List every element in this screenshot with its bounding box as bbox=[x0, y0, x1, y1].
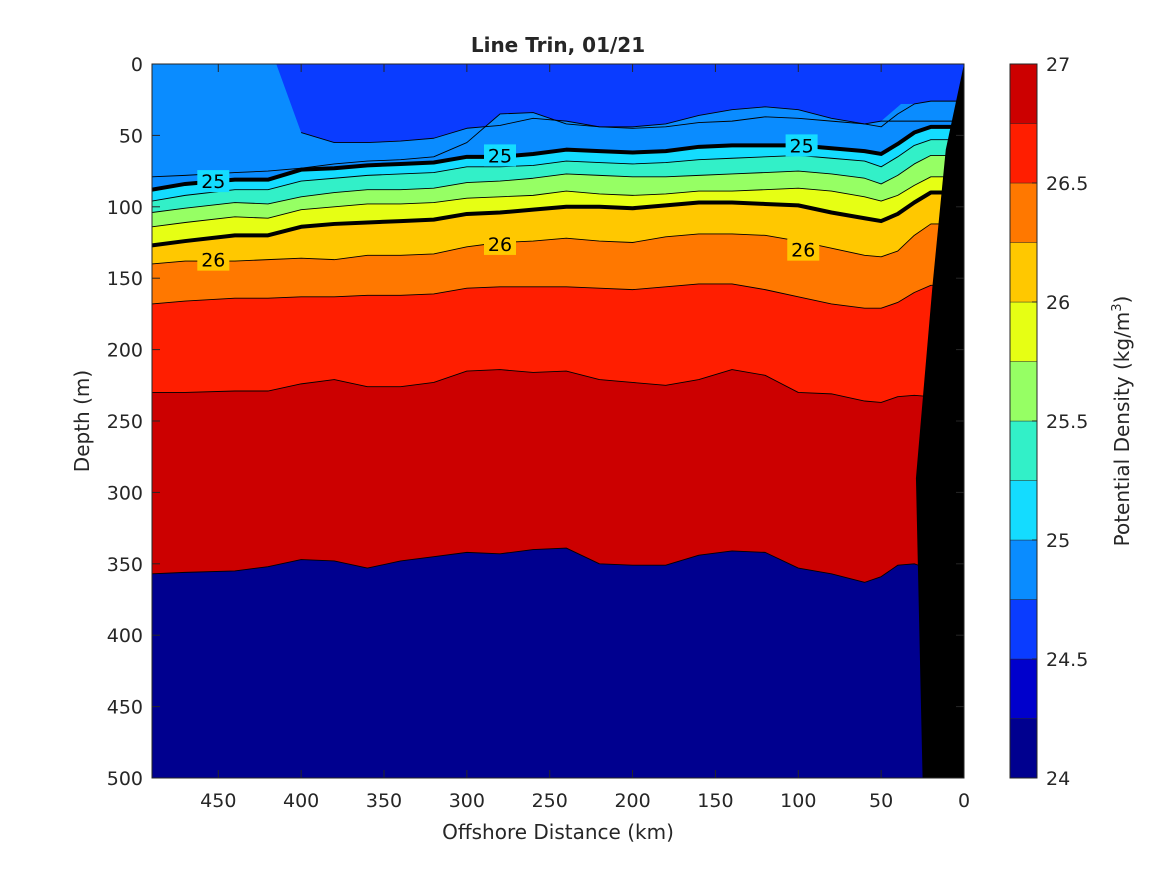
contour-label-25: 25 bbox=[790, 135, 814, 157]
colorbar-tick-label: 26 bbox=[1046, 292, 1070, 314]
contour-label-bg-0 bbox=[197, 170, 230, 193]
isoline-26.5 bbox=[152, 283, 964, 309]
y-tick-label: 50 bbox=[119, 125, 143, 147]
colorbar-tick-label: 27 bbox=[1046, 54, 1070, 76]
colorbar-tick-label: 24 bbox=[1046, 768, 1070, 790]
colorbar-swatch-2 bbox=[1009, 599, 1038, 660]
contour-label-26: 26 bbox=[488, 234, 512, 256]
colorbar-tick-label: 25.5 bbox=[1046, 411, 1088, 433]
seafloor-wedge bbox=[915, 64, 964, 778]
colorbar-label-main: Potential Density (kg/m bbox=[1110, 312, 1134, 547]
x-tick-label: 400 bbox=[283, 790, 319, 812]
isoline-26 bbox=[152, 190, 964, 248]
colorbar-swatch-9 bbox=[1009, 182, 1038, 243]
y-tick-label: 350 bbox=[107, 554, 143, 576]
y-tick-label: 450 bbox=[107, 697, 143, 719]
x-tick-label: 100 bbox=[780, 790, 816, 812]
x-tick-label: 350 bbox=[366, 790, 402, 812]
x-tick-label: 300 bbox=[449, 790, 485, 812]
y-tick-label: 150 bbox=[107, 268, 143, 290]
colorbar: 24 24.5 25 25.5 26 26.5 27 Potential Density (… bbox=[1009, 54, 1134, 790]
x-tick-label: 0 bbox=[958, 790, 970, 812]
contour-label-25: 25 bbox=[488, 145, 512, 167]
isoline-24.75 bbox=[152, 100, 964, 178]
colorbar-swatch-1 bbox=[1009, 658, 1038, 719]
colorbar-swatch-4 bbox=[1009, 480, 1038, 541]
y-tick-label: 0 bbox=[131, 54, 143, 76]
isoline-26.25 bbox=[152, 223, 964, 265]
colorbar-label: Potential Density (kg/m3) bbox=[1110, 296, 1134, 547]
bathymetry-seafloor bbox=[915, 64, 964, 778]
fill-band-24.5-24.75 bbox=[276, 64, 964, 143]
density-isolines bbox=[152, 100, 964, 583]
y-tick-label: 400 bbox=[107, 625, 143, 647]
x-tick-label: 200 bbox=[614, 790, 650, 812]
contour-label-26: 26 bbox=[791, 240, 815, 262]
colorbar-swatch-11 bbox=[1009, 63, 1038, 124]
contour-labels: 25 25 25 26 26 26 bbox=[197, 134, 820, 272]
colorbar-label-end: ) bbox=[1110, 296, 1134, 304]
colorbar-tick-label: 24.5 bbox=[1046, 649, 1088, 671]
colorbar-ticks: 24 24.5 25 25.5 26 26.5 27 bbox=[1032, 54, 1088, 790]
colorbar-swatch-0 bbox=[1009, 718, 1038, 779]
x-tick-label: 250 bbox=[532, 790, 568, 812]
contour-label-bg-2 bbox=[785, 134, 818, 157]
isoline-24.5 bbox=[301, 116, 964, 143]
contour-label-bg-1 bbox=[484, 144, 516, 167]
y-tick-label: 100 bbox=[107, 197, 143, 219]
contour-label-bg-3 bbox=[197, 248, 230, 271]
colorbar-tick-label: 26.5 bbox=[1046, 173, 1088, 195]
colorbar-swatch-8 bbox=[1009, 242, 1038, 303]
x-axis-label: Offshore Distance (km) bbox=[442, 820, 674, 844]
isoline-25.5 bbox=[152, 154, 964, 213]
isoline-27 bbox=[152, 547, 964, 583]
y-axis-ticks: 0 50 100 150 200 250 300 350 400 450 500 bbox=[107, 54, 964, 790]
fill-band-above-27 bbox=[152, 548, 964, 778]
y-axis-label: Depth (m) bbox=[70, 370, 94, 472]
colorbar-swatch-3 bbox=[1009, 539, 1038, 600]
isoline-25 bbox=[152, 124, 964, 192]
x-tick-label: 450 bbox=[200, 790, 236, 812]
contour-label-26: 26 bbox=[201, 250, 225, 272]
colorbar-swatch-10 bbox=[1009, 123, 1038, 184]
isoline-26.75 bbox=[152, 369, 964, 403]
x-axis-ticks: 450 400 350 300 250 200 150 100 50 0 bbox=[200, 64, 970, 812]
y-tick-label: 200 bbox=[107, 340, 143, 362]
contour-label-bg-4 bbox=[484, 232, 516, 255]
isoline-25.75 bbox=[152, 176, 964, 228]
y-tick-label: 300 bbox=[107, 482, 143, 504]
x-tick-label: 150 bbox=[697, 790, 733, 812]
density-filled-contours bbox=[152, 64, 964, 778]
chart-title: Line Trin, 01/21 bbox=[471, 33, 645, 57]
colorbar-tick-label: 25 bbox=[1046, 530, 1070, 552]
colorbar-label-sup: 3 bbox=[1110, 303, 1125, 311]
colorbar-swatch-7 bbox=[1009, 301, 1038, 362]
contour-label-25: 25 bbox=[201, 171, 225, 193]
x-tick-label: 50 bbox=[869, 790, 893, 812]
colorbar-swatch-5 bbox=[1009, 420, 1038, 481]
isoline-25.25 bbox=[152, 139, 964, 202]
colorbar-swatch-6 bbox=[1009, 361, 1038, 422]
y-tick-label: 250 bbox=[107, 411, 143, 433]
contour-label-bg-5 bbox=[787, 238, 820, 261]
y-tick-label: 500 bbox=[107, 768, 143, 790]
